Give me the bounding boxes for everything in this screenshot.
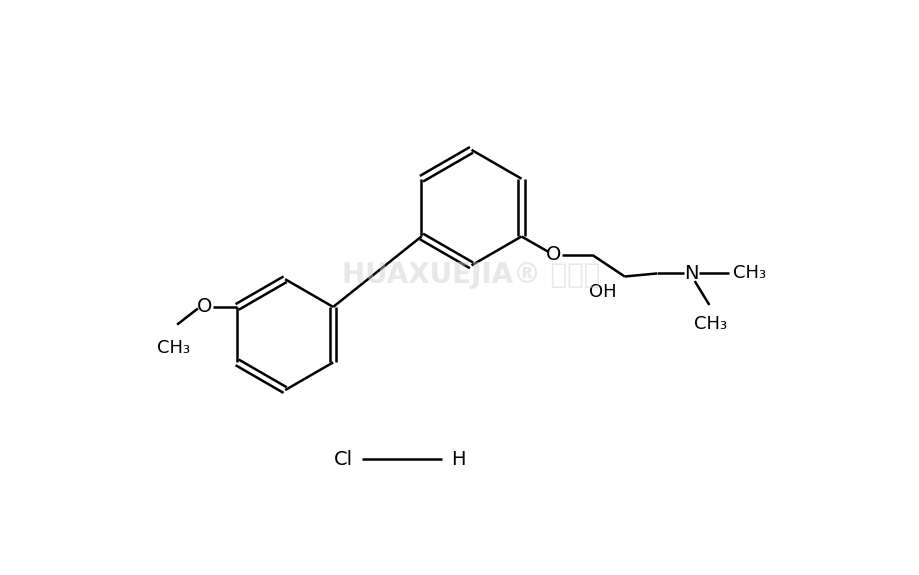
Text: HUAXUEJIA® 化学加: HUAXUEJIA® 化学加 (342, 260, 600, 289)
Text: N: N (683, 264, 698, 283)
Text: CH₃: CH₃ (156, 339, 189, 357)
Text: CH₃: CH₃ (732, 264, 766, 282)
Text: Cl: Cl (334, 450, 353, 469)
Text: O: O (197, 297, 212, 316)
Text: O: O (546, 246, 561, 264)
Text: CH₃: CH₃ (693, 315, 726, 333)
Text: H: H (450, 450, 465, 469)
Text: OH: OH (589, 283, 617, 301)
